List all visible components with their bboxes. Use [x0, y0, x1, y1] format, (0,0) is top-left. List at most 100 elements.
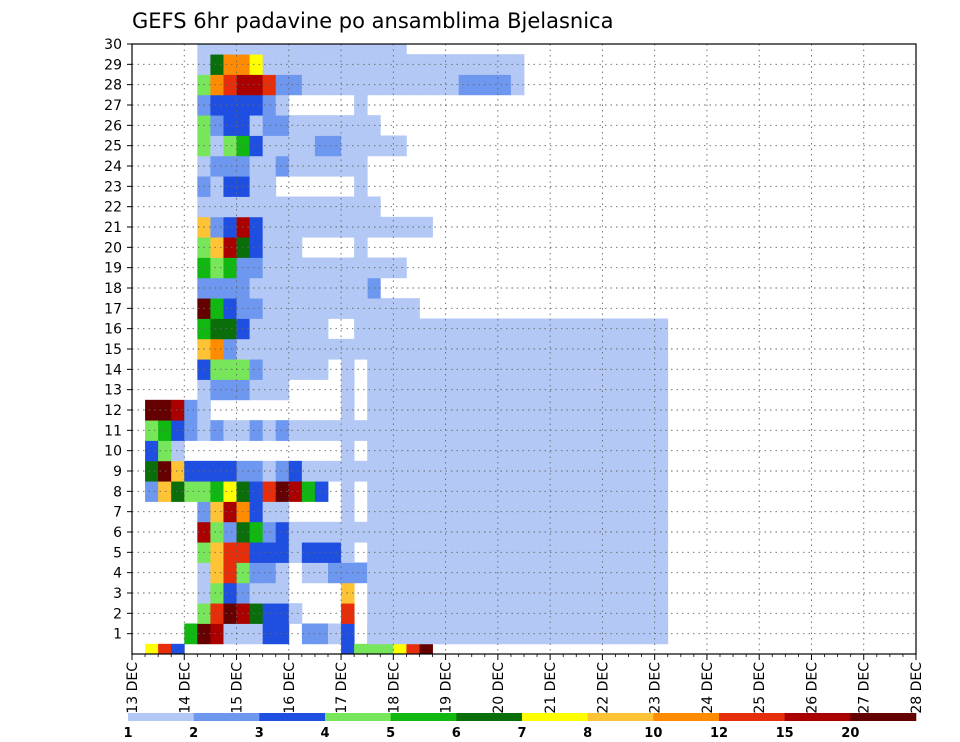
heatmap-cell [210, 318, 224, 340]
heatmap-cell [171, 440, 185, 462]
heatmap-cell [145, 643, 159, 655]
heatmap-cell [641, 562, 656, 584]
heatmap-cell [393, 501, 407, 523]
heatmap-cell [393, 521, 407, 543]
heatmap-cell [537, 318, 551, 340]
heatmap-cell [262, 379, 277, 401]
colorbar-label: 2 [189, 726, 198, 741]
heatmap-cell [249, 298, 264, 319]
heatmap-cell [184, 481, 198, 502]
heatmap-cell [419, 318, 433, 340]
heatmap-cell [589, 460, 603, 482]
heatmap-cell [314, 135, 329, 157]
heatmap-cell [537, 359, 551, 380]
heatmap-cell [432, 379, 446, 401]
heatmap-cell [471, 481, 486, 502]
x-axis: 13 DEC 14 DEC 15 DEC 16 DEC 17 DEC 18 DEC 19 D… [125, 654, 925, 714]
heatmap-cell [262, 54, 277, 75]
heatmap-cell [249, 74, 264, 96]
heatmap-cell [471, 562, 486, 584]
heatmap-cell [145, 399, 159, 421]
heatmap-cell [641, 440, 656, 462]
chart-title: GEFS 6hr padavine po ansamblima Bjelasni… [132, 9, 613, 33]
heatmap-cell [314, 115, 329, 136]
heatmap-cell [328, 216, 342, 238]
heatmap-cell [210, 237, 224, 258]
heatmap-cell [393, 481, 407, 502]
heatmap-cell [563, 603, 577, 624]
heatmap-cell [262, 237, 277, 258]
heatmap-cell [288, 521, 303, 543]
heatmap-cell [249, 420, 264, 441]
colorbar-swatch [390, 713, 457, 721]
heatmap-cell [275, 501, 290, 523]
heatmap-cell [393, 135, 407, 157]
heatmap-cell [275, 216, 290, 238]
heatmap-cell [524, 338, 538, 360]
heatmap-cell [497, 318, 512, 340]
y-tick-label: 9 [113, 464, 122, 480]
heatmap-cell [223, 277, 237, 299]
heatmap-cell [367, 44, 381, 55]
heatmap-cell [380, 216, 394, 238]
heatmap-cell [497, 542, 512, 563]
heatmap-cell [497, 501, 512, 523]
heatmap-cell [380, 257, 394, 279]
heatmap-cell [432, 420, 446, 441]
heatmap-cell [602, 481, 616, 502]
heatmap-cell [314, 420, 329, 441]
heatmap-cell [419, 74, 433, 96]
heatmap-cell [223, 582, 237, 604]
heatmap-cell [249, 338, 264, 360]
y-tick-label: 26 [104, 118, 122, 134]
heatmap-cell [641, 460, 656, 482]
heatmap-cell [145, 481, 159, 502]
heatmap-cell [249, 277, 264, 299]
heatmap-cell [484, 359, 499, 380]
heatmap-cell [524, 582, 538, 604]
heatmap-cell [458, 399, 473, 421]
heatmap-cell [262, 359, 277, 380]
heatmap-cell [563, 623, 577, 645]
heatmap-cell [249, 521, 264, 543]
heatmap-cell [497, 521, 512, 543]
heatmap-cell [524, 542, 538, 563]
y-tick-label: 22 [104, 200, 122, 216]
heatmap-cell [210, 257, 224, 279]
colorbar-swatch [784, 713, 851, 721]
heatmap-cell [497, 440, 512, 462]
heatmap-cell [275, 277, 290, 299]
heatmap-cell [275, 359, 290, 380]
colorbar-label: 1 [123, 726, 132, 741]
heatmap-cell [275, 54, 290, 75]
heatmap-cell [484, 440, 499, 462]
heatmap-cell [524, 399, 538, 421]
heatmap-cell [210, 94, 224, 116]
heatmap-cell [641, 318, 656, 340]
heatmap-cell [589, 542, 603, 563]
heatmap-cell [484, 623, 499, 645]
heatmap-cell [314, 318, 329, 340]
heatmap-cell [602, 440, 616, 462]
colorbar-swatch [325, 713, 391, 721]
heatmap-cell [563, 542, 577, 563]
heatmap-cell [484, 379, 499, 401]
heatmap-cell [484, 582, 499, 604]
y-tick-label: 15 [104, 342, 122, 358]
heatmap-cell [328, 155, 342, 177]
heatmap-cell [288, 54, 303, 75]
y-axis: 1234567891011121314151617181920212223242… [104, 37, 132, 643]
heatmap-cell [288, 603, 303, 624]
heatmap-cell [262, 176, 277, 197]
y-tick-label: 8 [113, 484, 122, 500]
heatmap-cell [458, 481, 473, 502]
heatmap-cell [484, 420, 499, 441]
heatmap-cell [249, 359, 264, 380]
heatmap-cell [628, 420, 642, 441]
x-tick-label: 24 DEC [700, 662, 716, 714]
colorbar-swatch [193, 713, 260, 721]
heatmap-cell [602, 460, 616, 482]
heatmap-cell [393, 318, 407, 340]
heatmap-cell [471, 420, 486, 441]
heatmap-cell [393, 44, 407, 55]
